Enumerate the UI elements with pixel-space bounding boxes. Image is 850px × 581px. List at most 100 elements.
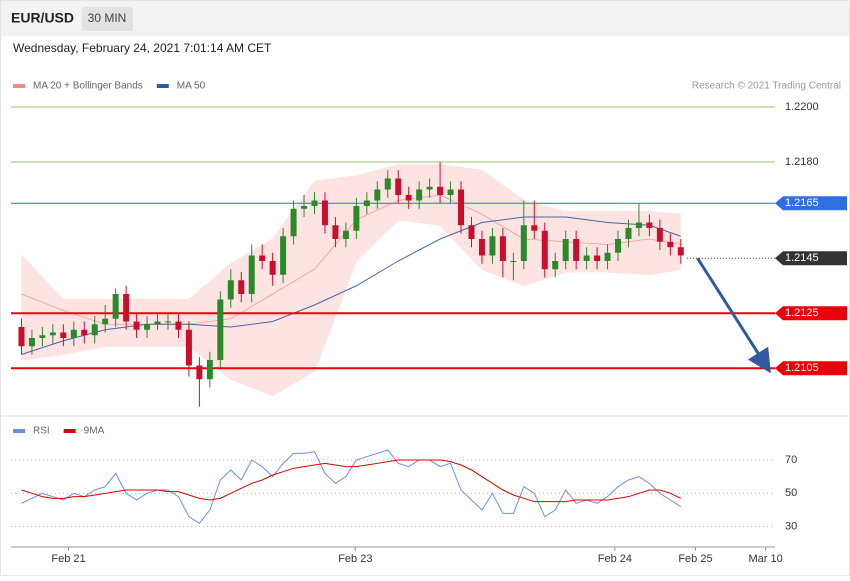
x-tick-label: Feb 21: [51, 553, 85, 565]
candle-body: [374, 189, 381, 201]
candle-body: [196, 365, 203, 380]
forecast-arrow: [696, 257, 771, 374]
candle-body: [28, 338, 35, 347]
level-label: 1.2105: [785, 362, 819, 374]
candle-body: [60, 332, 67, 338]
candle-body: [206, 360, 213, 380]
candle-body: [332, 225, 339, 239]
candle-body: [39, 335, 46, 338]
candle-body: [426, 186, 433, 190]
candle-body: [594, 255, 601, 261]
candle-body: [164, 321, 171, 323]
timeframe[interactable]: 30 MIN: [88, 11, 127, 25]
legend-swatch: [13, 84, 25, 88]
candle-body: [478, 239, 485, 256]
legend-label: RSI: [33, 426, 50, 437]
candle-body: [531, 225, 538, 231]
candle-body: [635, 222, 642, 228]
indicator-line: [21, 449, 682, 524]
candle-body: [489, 236, 496, 256]
legend-swatch: [13, 429, 25, 433]
candle-body: [175, 321, 182, 330]
candle-body: [144, 324, 151, 330]
level-tag: [775, 361, 847, 376]
timestamp: Wednesday, February 24, 2021 7:01:14 AM …: [13, 41, 272, 55]
symbol: EUR/USD: [11, 10, 74, 26]
candle-body: [562, 239, 569, 261]
candle-body: [604, 252, 611, 261]
x-tick-label: Feb 23: [338, 553, 372, 565]
candle-body: [395, 178, 402, 195]
legend-label: MA 50: [177, 81, 206, 92]
candle-body: [458, 189, 465, 226]
level-label: 1.2125: [785, 307, 819, 319]
timeframe-box[interactable]: [82, 7, 133, 31]
y-tick-label: 1.2180: [785, 156, 819, 168]
candle-body: [405, 195, 412, 201]
bollinger-band: [21, 164, 681, 396]
y-tick-label: 30: [785, 521, 797, 533]
x-tick-label: Feb 25: [678, 553, 712, 565]
candle-body: [363, 200, 370, 206]
candle-body: [416, 189, 423, 201]
candle-body: [280, 236, 287, 275]
candle-body: [91, 324, 98, 336]
candle-body: [468, 225, 475, 239]
band-edge: [21, 219, 681, 397]
candle-body: [646, 222, 653, 228]
header-bar: [0, 0, 850, 36]
candle-body: [625, 228, 632, 239]
candle-body: [259, 255, 266, 261]
candle-body: [656, 228, 663, 242]
level-tag: [775, 196, 847, 211]
x-tick-label: Mar 10: [748, 553, 782, 565]
legend-swatch: [156, 84, 169, 88]
legend-label: MA 20 + Bollinger Bands: [33, 81, 143, 92]
candle-body: [541, 230, 548, 270]
candle-body: [301, 206, 308, 209]
candle-body: [217, 299, 224, 360]
level-tag: [775, 251, 847, 266]
candle-body: [615, 239, 622, 253]
candle-body: [499, 236, 506, 261]
y-tick-label: 70: [785, 454, 797, 466]
candle-body: [384, 178, 391, 190]
candle-body: [112, 294, 119, 319]
candle-body: [321, 200, 328, 226]
candle-body: [238, 280, 245, 294]
candle-body: [154, 321, 161, 325]
candle-body: [133, 321, 140, 330]
candle-body: [667, 241, 674, 248]
candle-body: [269, 261, 276, 275]
level-tag: [775, 306, 847, 321]
y-tick-label: 1.2200: [785, 101, 819, 113]
candle-body: [510, 261, 517, 262]
credit: Research © 2021 Trading Central: [692, 81, 841, 92]
indicator-line: [21, 459, 682, 503]
candle-body: [520, 225, 527, 261]
candle-body: [227, 280, 234, 300]
candle-body: [123, 294, 130, 322]
candle-body: [573, 239, 580, 261]
candle-body: [248, 255, 255, 294]
legend-label: 9MA: [84, 426, 105, 437]
candle-body: [49, 332, 56, 336]
level-label: 1.2165: [785, 197, 819, 209]
candle-body: [353, 206, 360, 231]
candle-body: [311, 200, 318, 206]
candle-body: [102, 318, 109, 325]
x-tick-label: Feb 24: [598, 553, 632, 565]
candle-body: [290, 208, 297, 237]
candle-body: [81, 329, 88, 336]
level-label: 1.2145: [785, 252, 819, 264]
candle-body: [70, 329, 77, 338]
candle-body: [342, 230, 349, 239]
candle-body: [437, 186, 444, 195]
band-edge: [21, 164, 681, 300]
candle-body: [185, 329, 192, 366]
y-tick-label: 50: [785, 487, 797, 499]
candle-body: [18, 327, 25, 347]
candle-body: [552, 261, 559, 270]
legend-swatch: [63, 429, 76, 433]
